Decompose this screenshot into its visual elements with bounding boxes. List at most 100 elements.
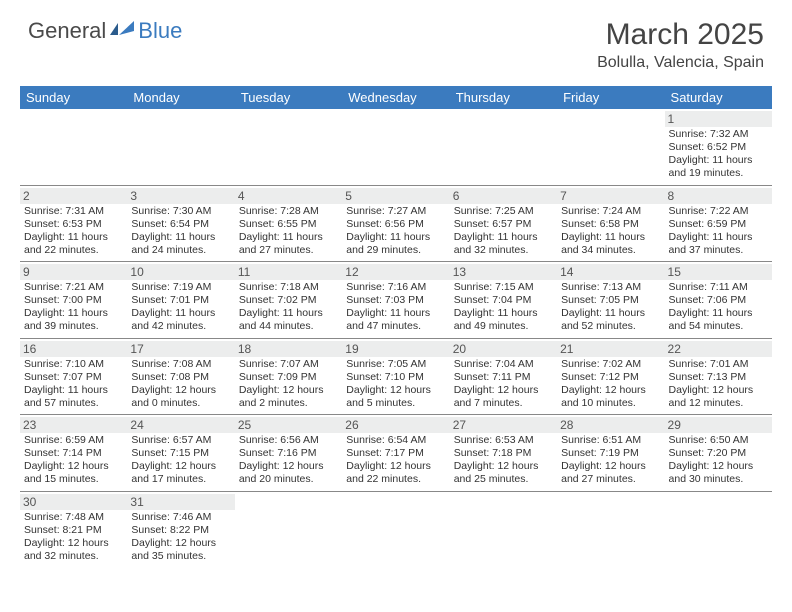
daylight-text: Daylight: 12 hours and 7 minutes.	[454, 384, 553, 410]
day-details: Sunrise: 7:02 AMSunset: 7:12 PMDaylight:…	[561, 358, 660, 411]
day-number: 6	[450, 188, 557, 204]
daylight-text: Daylight: 12 hours and 10 minutes.	[561, 384, 660, 410]
day-number: 11	[235, 264, 342, 280]
sunrise-text: Sunrise: 7:16 AM	[346, 281, 445, 294]
day-number	[557, 494, 664, 510]
sunrise-text: Sunrise: 7:31 AM	[24, 205, 123, 218]
daylight-text: Daylight: 12 hours and 5 minutes.	[346, 384, 445, 410]
day-number: 27	[450, 417, 557, 433]
calendar-cell	[235, 109, 342, 185]
day-number: 7	[557, 188, 664, 204]
calendar-cell: 23Sunrise: 6:59 AMSunset: 7:14 PMDayligh…	[20, 415, 127, 492]
calendar-cell	[342, 109, 449, 185]
calendar-cell	[665, 491, 772, 567]
sunset-text: Sunset: 7:16 PM	[239, 447, 338, 460]
daylight-text: Daylight: 12 hours and 2 minutes.	[239, 384, 338, 410]
day-number	[127, 111, 234, 127]
daylight-text: Daylight: 12 hours and 32 minutes.	[24, 537, 123, 563]
daylight-text: Daylight: 12 hours and 22 minutes.	[346, 460, 445, 486]
day-number: 8	[665, 188, 772, 204]
sunset-text: Sunset: 7:08 PM	[131, 371, 230, 384]
day-number	[20, 111, 127, 127]
day-details: Sunrise: 7:25 AMSunset: 6:57 PMDaylight:…	[454, 205, 553, 258]
day-details: Sunrise: 7:18 AMSunset: 7:02 PMDaylight:…	[239, 281, 338, 334]
calendar-cell: 29Sunrise: 6:50 AMSunset: 7:20 PMDayligh…	[665, 415, 772, 492]
day-number: 29	[665, 417, 772, 433]
day-details: Sunrise: 6:56 AMSunset: 7:16 PMDaylight:…	[239, 434, 338, 487]
day-number: 14	[557, 264, 664, 280]
sunrise-text: Sunrise: 7:04 AM	[454, 358, 553, 371]
calendar-cell: 24Sunrise: 6:57 AMSunset: 7:15 PMDayligh…	[127, 415, 234, 492]
weekday-header: Monday	[127, 86, 234, 109]
calendar-cell: 17Sunrise: 7:08 AMSunset: 7:08 PMDayligh…	[127, 338, 234, 415]
calendar-cell: 14Sunrise: 7:13 AMSunset: 7:05 PMDayligh…	[557, 262, 664, 339]
daylight-text: Daylight: 12 hours and 17 minutes.	[131, 460, 230, 486]
sunset-text: Sunset: 7:11 PM	[454, 371, 553, 384]
sunrise-text: Sunrise: 7:22 AM	[669, 205, 768, 218]
sunrise-text: Sunrise: 7:13 AM	[561, 281, 660, 294]
calendar-cell	[127, 109, 234, 185]
day-details: Sunrise: 6:57 AMSunset: 7:15 PMDaylight:…	[131, 434, 230, 487]
daylight-text: Daylight: 12 hours and 35 minutes.	[131, 537, 230, 563]
day-number: 30	[20, 494, 127, 510]
day-details: Sunrise: 6:50 AMSunset: 7:20 PMDaylight:…	[669, 434, 768, 487]
day-number: 21	[557, 341, 664, 357]
daylight-text: Daylight: 11 hours and 37 minutes.	[669, 231, 768, 257]
sunset-text: Sunset: 7:17 PM	[346, 447, 445, 460]
sunset-text: Sunset: 7:12 PM	[561, 371, 660, 384]
day-details: Sunrise: 7:11 AMSunset: 7:06 PMDaylight:…	[669, 281, 768, 334]
daylight-text: Daylight: 11 hours and 24 minutes.	[131, 231, 230, 257]
day-details: Sunrise: 7:13 AMSunset: 7:05 PMDaylight:…	[561, 281, 660, 334]
sunrise-text: Sunrise: 7:02 AM	[561, 358, 660, 371]
daylight-text: Daylight: 11 hours and 44 minutes.	[239, 307, 338, 333]
day-number: 3	[127, 188, 234, 204]
daylight-text: Daylight: 11 hours and 32 minutes.	[454, 231, 553, 257]
sunrise-text: Sunrise: 7:46 AM	[131, 511, 230, 524]
calendar-cell: 28Sunrise: 6:51 AMSunset: 7:19 PMDayligh…	[557, 415, 664, 492]
sunset-text: Sunset: 7:20 PM	[669, 447, 768, 460]
calendar-row: 16Sunrise: 7:10 AMSunset: 7:07 PMDayligh…	[20, 338, 772, 415]
sunrise-text: Sunrise: 6:56 AM	[239, 434, 338, 447]
sunset-text: Sunset: 8:21 PM	[24, 524, 123, 537]
day-number	[450, 111, 557, 127]
calendar-cell: 19Sunrise: 7:05 AMSunset: 7:10 PMDayligh…	[342, 338, 449, 415]
sunrise-text: Sunrise: 7:15 AM	[454, 281, 553, 294]
day-details: Sunrise: 6:53 AMSunset: 7:18 PMDaylight:…	[454, 434, 553, 487]
calendar-cell: 21Sunrise: 7:02 AMSunset: 7:12 PMDayligh…	[557, 338, 664, 415]
header: General Blue March 2025 Bolulla, Valenci…	[0, 0, 792, 80]
calendar-cell: 3Sunrise: 7:30 AMSunset: 6:54 PMDaylight…	[127, 185, 234, 262]
day-details: Sunrise: 7:15 AMSunset: 7:04 PMDaylight:…	[454, 281, 553, 334]
sunset-text: Sunset: 6:55 PM	[239, 218, 338, 231]
daylight-text: Daylight: 11 hours and 47 minutes.	[346, 307, 445, 333]
daylight-text: Daylight: 12 hours and 27 minutes.	[561, 460, 660, 486]
day-number	[665, 494, 772, 510]
sunset-text: Sunset: 6:58 PM	[561, 218, 660, 231]
calendar-row: 2Sunrise: 7:31 AMSunset: 6:53 PMDaylight…	[20, 185, 772, 262]
day-details: Sunrise: 7:21 AMSunset: 7:00 PMDaylight:…	[24, 281, 123, 334]
sunrise-text: Sunrise: 6:59 AM	[24, 434, 123, 447]
sunset-text: Sunset: 7:05 PM	[561, 294, 660, 307]
logo-text-blue: Blue	[138, 18, 182, 44]
calendar-cell: 2Sunrise: 7:31 AMSunset: 6:53 PMDaylight…	[20, 185, 127, 262]
sunrise-text: Sunrise: 7:24 AM	[561, 205, 660, 218]
sunset-text: Sunset: 7:13 PM	[669, 371, 768, 384]
weekday-header: Friday	[557, 86, 664, 109]
day-details: Sunrise: 7:27 AMSunset: 6:56 PMDaylight:…	[346, 205, 445, 258]
day-number	[342, 494, 449, 510]
day-number: 13	[450, 264, 557, 280]
sunset-text: Sunset: 7:15 PM	[131, 447, 230, 460]
daylight-text: Daylight: 11 hours and 22 minutes.	[24, 231, 123, 257]
sunset-text: Sunset: 7:19 PM	[561, 447, 660, 460]
daylight-text: Daylight: 11 hours and 42 minutes.	[131, 307, 230, 333]
daylight-text: Daylight: 12 hours and 15 minutes.	[24, 460, 123, 486]
calendar-cell	[557, 109, 664, 185]
day-details: Sunrise: 7:16 AMSunset: 7:03 PMDaylight:…	[346, 281, 445, 334]
calendar-cell: 30Sunrise: 7:48 AMSunset: 8:21 PMDayligh…	[20, 491, 127, 567]
sunset-text: Sunset: 7:01 PM	[131, 294, 230, 307]
daylight-text: Daylight: 12 hours and 30 minutes.	[669, 460, 768, 486]
flag-icon	[110, 21, 136, 39]
day-number: 28	[557, 417, 664, 433]
day-number: 19	[342, 341, 449, 357]
daylight-text: Daylight: 11 hours and 54 minutes.	[669, 307, 768, 333]
calendar-cell: 11Sunrise: 7:18 AMSunset: 7:02 PMDayligh…	[235, 262, 342, 339]
